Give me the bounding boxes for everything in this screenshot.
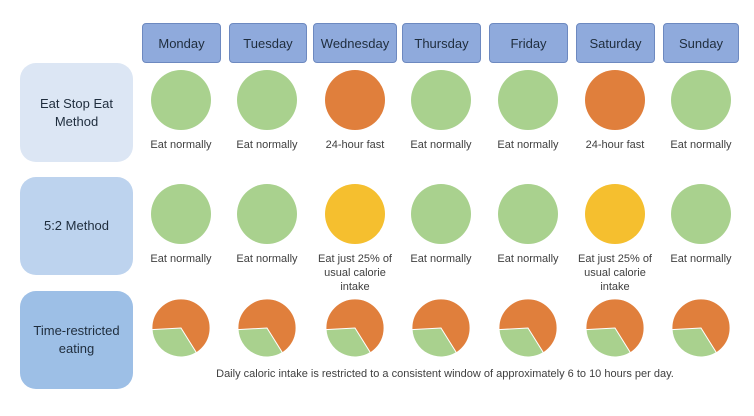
method-time-restricted: Time-restricted eating — [20, 291, 133, 389]
eating-window-pie — [411, 298, 471, 358]
day-circle-yellow — [585, 184, 645, 244]
eating-slice — [671, 327, 718, 358]
day-circle-green — [411, 184, 471, 244]
day-circle-green — [411, 70, 471, 130]
method-label: Eat Stop Eat Method — [40, 95, 113, 129]
day-circle-green — [498, 184, 558, 244]
day-header-wednesday: Wednesday — [313, 23, 397, 63]
eating-window-pie — [237, 298, 297, 358]
eating-slice — [411, 327, 458, 358]
eating-slice — [151, 327, 198, 358]
method-5-2: 5:2 Method — [20, 177, 133, 275]
day-circle-green — [237, 70, 297, 130]
day-header-monday: Monday — [142, 23, 221, 63]
day-circle-yellow — [325, 184, 385, 244]
day-label: Thursday — [414, 35, 469, 51]
eating-slice — [585, 327, 632, 358]
time-restricted-note: Daily caloric intake is restricted to a … — [216, 368, 674, 380]
day-circle-green — [151, 184, 211, 244]
day-header-thursday: Thursday — [402, 23, 481, 63]
day-label: Tuesday — [243, 35, 293, 51]
day-label: Friday — [510, 35, 547, 51]
day-circle-green — [151, 70, 211, 130]
eating-window-pie — [671, 298, 731, 358]
day-circle-green — [498, 70, 558, 130]
day-circle-green — [671, 70, 731, 130]
day-circle-orange — [325, 70, 385, 130]
day-caption: Eat just 25% of usual calorie intake — [318, 253, 392, 293]
day-caption: Eat normally — [670, 139, 732, 151]
eating-slice — [325, 327, 372, 358]
day-caption: Eat normally — [670, 253, 732, 265]
eating-window-pie — [151, 298, 211, 358]
day-circle-orange — [585, 70, 645, 130]
method-eat-stop-eat: Eat Stop Eat Method — [20, 63, 133, 162]
method-label: Time-restricted eating — [33, 323, 120, 356]
day-label: Monday — [158, 35, 205, 51]
eating-slice — [498, 327, 545, 358]
day-caption: Eat normally — [410, 139, 472, 151]
day-caption: Eat just 25% of usual calorie intake — [578, 253, 652, 293]
day-caption: Eat normally — [497, 139, 559, 151]
day-caption: 24-hour fast — [585, 139, 645, 151]
day-caption: Eat normally — [236, 253, 298, 265]
day-caption: Eat normally — [150, 139, 212, 151]
eating-window-pie — [325, 298, 385, 358]
day-header-tuesday: Tuesday — [229, 23, 307, 63]
eating-window-pie — [498, 298, 558, 358]
day-caption: Eat normally — [410, 253, 472, 265]
day-header-sunday: Sunday — [663, 23, 739, 63]
day-label: Wednesday — [320, 35, 390, 51]
day-caption: Eat normally — [150, 253, 212, 265]
day-caption: Eat normally — [497, 253, 559, 265]
day-label: Sunday — [678, 35, 724, 51]
method-label: 5:2 Method — [43, 218, 110, 233]
day-header-saturday: Saturday — [576, 23, 655, 63]
day-circle-green — [237, 184, 297, 244]
day-label: Saturday — [589, 35, 642, 51]
day-header-friday: Friday — [489, 23, 568, 63]
eating-window-pie — [585, 298, 645, 358]
day-caption: Eat normally — [236, 139, 298, 151]
day-caption: 24-hour fast — [325, 139, 385, 151]
day-circle-green — [671, 184, 731, 244]
eating-slice — [237, 327, 284, 358]
